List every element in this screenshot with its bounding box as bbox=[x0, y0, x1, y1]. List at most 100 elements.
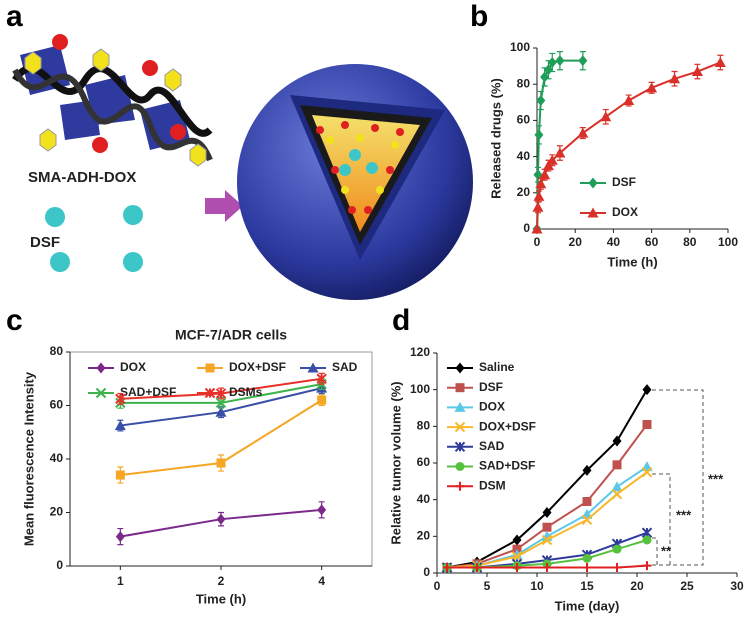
polymer-illustration bbox=[12, 34, 213, 167]
y-tick-label: 40 bbox=[517, 149, 531, 163]
x-tick-label: 20 bbox=[630, 579, 644, 593]
marker bbox=[612, 435, 622, 447]
marker bbox=[641, 466, 653, 478]
y-tick-label: 0 bbox=[523, 221, 530, 235]
x-tick-label: 80 bbox=[683, 235, 697, 249]
marker bbox=[555, 55, 565, 67]
marker bbox=[611, 481, 623, 492]
marker bbox=[642, 384, 652, 396]
legend-label: SAD bbox=[332, 360, 358, 374]
x-tick-label: 5 bbox=[484, 579, 491, 593]
y-tick-label: 20 bbox=[517, 185, 531, 199]
marker bbox=[317, 504, 327, 516]
x-tick-label: 4 bbox=[318, 574, 325, 588]
x-tick-label: 0 bbox=[434, 579, 441, 593]
legend-marker bbox=[455, 383, 465, 393]
y-tick-label: 20 bbox=[417, 529, 431, 543]
legend-label: DSF bbox=[612, 175, 636, 189]
legend-marker bbox=[96, 362, 106, 374]
marker bbox=[582, 553, 592, 563]
x-tick-label: 100 bbox=[718, 235, 738, 249]
y-tick-label: 40 bbox=[417, 492, 431, 506]
marker bbox=[512, 534, 522, 546]
marker bbox=[577, 127, 589, 138]
x-tick-label: 40 bbox=[607, 235, 621, 249]
y-tick-label: 20 bbox=[50, 505, 64, 519]
significance-bracket bbox=[652, 389, 704, 566]
legend-label: DOX bbox=[479, 400, 505, 414]
micelle-illustration bbox=[237, 64, 473, 300]
legend-label: DOX bbox=[612, 205, 638, 219]
marker bbox=[115, 393, 126, 405]
marker bbox=[535, 178, 547, 189]
marker bbox=[442, 563, 452, 572]
panel-label: b bbox=[470, 0, 488, 33]
drug-spheres bbox=[45, 205, 143, 272]
legend-marker bbox=[454, 441, 466, 453]
marker bbox=[216, 458, 226, 468]
marker bbox=[646, 82, 658, 93]
marker bbox=[582, 464, 592, 476]
y-tick-label: 60 bbox=[50, 398, 64, 412]
x-tick-label: 30 bbox=[730, 579, 744, 593]
marker bbox=[115, 470, 125, 480]
marker bbox=[539, 169, 551, 180]
drug-label: DSF bbox=[30, 234, 60, 251]
panel-label: c bbox=[6, 304, 23, 337]
legend-marker bbox=[455, 481, 465, 491]
y-tick-label: 40 bbox=[50, 451, 64, 465]
marker bbox=[543, 64, 553, 76]
panel-label: d bbox=[392, 304, 410, 337]
marker bbox=[540, 71, 550, 83]
chart-title: MCF-7/ADR cells bbox=[175, 327, 287, 343]
legend-marker bbox=[205, 363, 215, 373]
marker bbox=[612, 563, 622, 572]
marker bbox=[532, 201, 544, 212]
x-axis-label: Time (h) bbox=[607, 254, 657, 269]
x-tick-label: 10 bbox=[530, 579, 544, 593]
marker bbox=[215, 406, 227, 417]
marker bbox=[533, 190, 545, 201]
marker bbox=[216, 513, 226, 525]
marker bbox=[669, 73, 681, 84]
marker bbox=[554, 147, 566, 158]
x-tick-label: 2 bbox=[218, 574, 225, 588]
x-tick-label: 1 bbox=[117, 574, 124, 588]
y-tick-label: 0 bbox=[423, 565, 430, 579]
marker bbox=[691, 66, 703, 77]
y-tick-label: 80 bbox=[517, 76, 531, 90]
annotation: *** bbox=[708, 471, 724, 486]
legend-label: SAD+DSF bbox=[479, 459, 535, 473]
x-axis-label: Time (day) bbox=[555, 598, 620, 613]
marker bbox=[612, 544, 622, 554]
legend-label: DOX bbox=[120, 360, 146, 374]
marker bbox=[582, 563, 592, 572]
marker bbox=[534, 129, 544, 141]
marker bbox=[546, 154, 558, 165]
marker bbox=[642, 535, 652, 545]
x-tick-label: 25 bbox=[680, 579, 694, 593]
marker bbox=[512, 563, 522, 572]
marker bbox=[115, 531, 125, 543]
legend-marker bbox=[95, 387, 107, 399]
annotation: *** bbox=[676, 507, 692, 522]
x-tick-label: 20 bbox=[569, 235, 583, 249]
marker bbox=[578, 55, 588, 67]
legend-label: DSF bbox=[479, 380, 503, 394]
annotation: ** bbox=[661, 543, 672, 558]
legend-marker bbox=[454, 401, 466, 412]
y-tick-label: 120 bbox=[410, 345, 430, 359]
marker bbox=[114, 420, 126, 431]
x-tick-label: 60 bbox=[645, 235, 659, 249]
marker bbox=[642, 561, 652, 571]
x-tick-label: 0 bbox=[534, 235, 541, 249]
legend-label: DOX+DSF bbox=[479, 419, 536, 433]
marker bbox=[536, 94, 546, 106]
y-tick-label: 60 bbox=[517, 113, 531, 127]
y-tick-label: 80 bbox=[50, 344, 64, 358]
legend-marker bbox=[455, 362, 465, 374]
marker bbox=[642, 420, 652, 429]
legend-label: DSMs bbox=[229, 385, 263, 399]
marker bbox=[317, 395, 327, 405]
x-axis-label: Time (h) bbox=[196, 591, 246, 606]
